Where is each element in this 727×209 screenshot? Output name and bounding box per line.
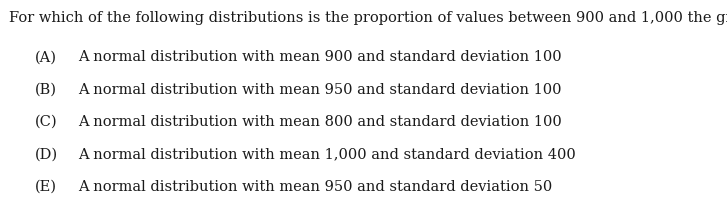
Text: A normal distribution with mean 950 and standard deviation 50: A normal distribution with mean 950 and … [79, 180, 553, 194]
Text: A normal distribution with mean 1,000 and standard deviation 400: A normal distribution with mean 1,000 an… [79, 147, 577, 161]
Text: (D): (D) [35, 147, 58, 161]
Text: A normal distribution with mean 900 and standard deviation 100: A normal distribution with mean 900 and … [79, 50, 562, 64]
Text: (C): (C) [35, 115, 57, 129]
Text: A normal distribution with mean 800 and standard deviation 100: A normal distribution with mean 800 and … [79, 115, 562, 129]
Text: (E): (E) [35, 180, 57, 194]
Text: For which of the following distributions is the proportion of values between 900: For which of the following distributions… [9, 11, 727, 25]
Text: (A): (A) [35, 50, 57, 64]
Text: (B): (B) [35, 83, 57, 97]
Text: A normal distribution with mean 950 and standard deviation 100: A normal distribution with mean 950 and … [79, 83, 562, 97]
